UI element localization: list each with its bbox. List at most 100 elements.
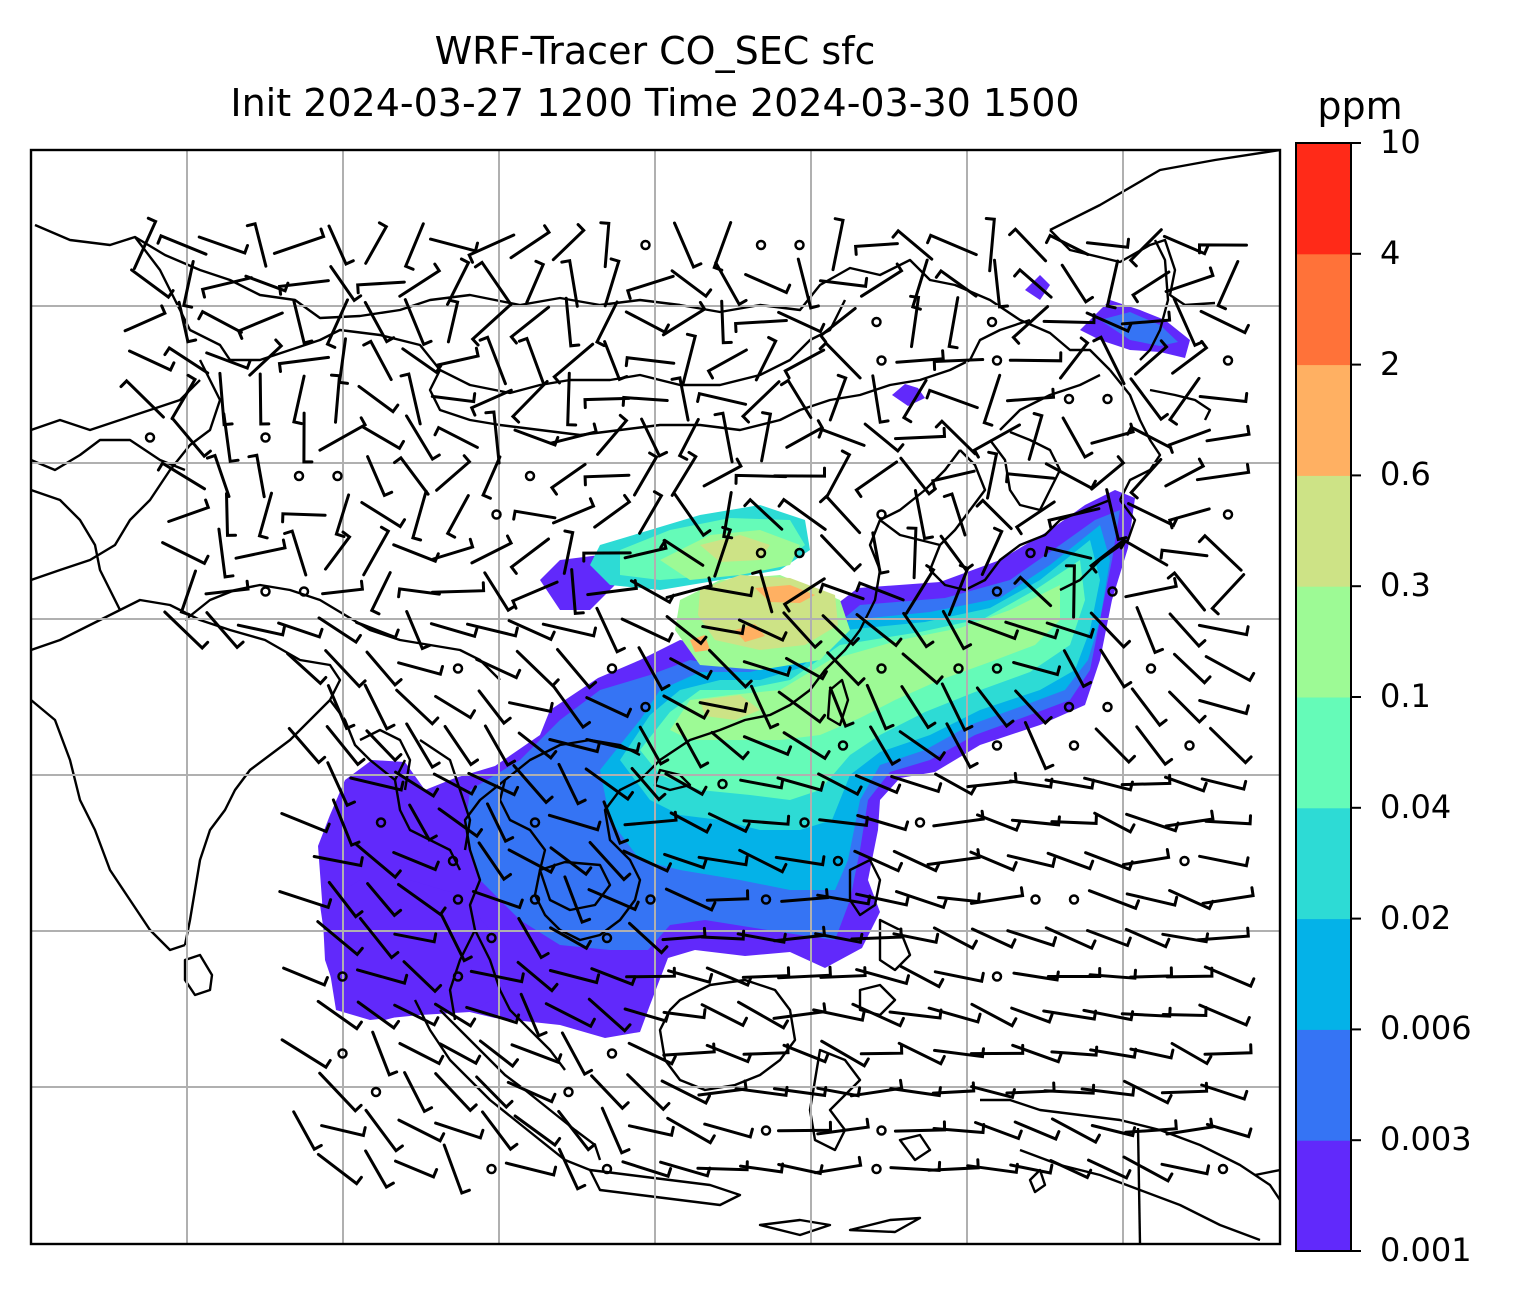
wind-barb bbox=[327, 224, 355, 266]
wind-barb bbox=[1122, 1155, 1174, 1183]
wind-barb bbox=[247, 453, 266, 499]
calm-wind-marker bbox=[832, 855, 844, 867]
wind-barb bbox=[403, 298, 433, 347]
wind-barb bbox=[1127, 502, 1179, 528]
wind-barb bbox=[782, 731, 831, 761]
wind-barb bbox=[1013, 267, 1053, 299]
wind-barb bbox=[1200, 777, 1248, 791]
wind-barb bbox=[365, 650, 403, 688]
wind-barb bbox=[1004, 620, 1060, 640]
wind-barb bbox=[1119, 538, 1169, 567]
wind-barb bbox=[980, 526, 1004, 576]
wind-barb bbox=[1061, 416, 1094, 460]
wind-barb bbox=[513, 1114, 562, 1148]
calm-wind-marker bbox=[452, 971, 464, 982]
wind-barb bbox=[355, 621, 400, 640]
wind-barb bbox=[1124, 927, 1171, 949]
wind-barb bbox=[1043, 545, 1093, 560]
wind-barb bbox=[583, 473, 631, 487]
wind-barb bbox=[888, 1008, 943, 1020]
wind-barb bbox=[782, 611, 823, 650]
wind-barb bbox=[1006, 854, 1057, 869]
wind-barb bbox=[972, 423, 1021, 459]
wind-barb bbox=[366, 455, 394, 498]
wind-barb bbox=[663, 852, 708, 870]
wind-barb bbox=[667, 969, 714, 985]
wind-barb bbox=[909, 294, 921, 349]
wind-barb bbox=[856, 814, 910, 832]
wind-barb bbox=[236, 623, 286, 637]
wind-barb bbox=[325, 725, 366, 767]
wind-barb bbox=[549, 462, 587, 496]
wind-barb bbox=[163, 610, 210, 651]
wind-barb bbox=[984, 217, 996, 273]
calm-wind-marker bbox=[1217, 1163, 1229, 1175]
wind-barb bbox=[659, 1160, 712, 1178]
wind-barb bbox=[363, 683, 396, 731]
wind-barb bbox=[408, 803, 438, 842]
wind-barb bbox=[1160, 1162, 1211, 1176]
calm-wind-marker bbox=[986, 316, 998, 328]
calm-wind-marker bbox=[991, 663, 1003, 674]
wind-barb bbox=[621, 395, 669, 407]
wind-barb bbox=[925, 388, 979, 410]
wind-barb bbox=[869, 725, 901, 767]
colorbar-frame bbox=[1295, 142, 1352, 1252]
wind-barb bbox=[785, 656, 828, 681]
wind-barb bbox=[1014, 689, 1053, 726]
wind-barb bbox=[507, 619, 556, 642]
calm-wind-marker bbox=[260, 586, 271, 597]
wind-barb bbox=[1171, 339, 1209, 375]
wind-barb bbox=[662, 694, 710, 721]
wind-barb bbox=[394, 1159, 439, 1179]
wind-barb bbox=[889, 1086, 942, 1098]
calm-wind-marker bbox=[606, 1048, 618, 1059]
wind-barb bbox=[670, 450, 698, 497]
wind-barb bbox=[278, 890, 333, 910]
wind-barbs bbox=[119, 216, 1256, 1195]
wind-barb bbox=[945, 722, 979, 770]
wind-barb bbox=[401, 347, 443, 375]
wind-barb bbox=[599, 221, 611, 269]
wind-barb bbox=[1203, 965, 1256, 989]
wind-barb bbox=[891, 228, 934, 261]
wind-barb bbox=[506, 1080, 557, 1104]
wind-barb bbox=[1161, 1006, 1208, 1018]
wind-barb bbox=[438, 1042, 482, 1066]
wind-barb bbox=[927, 1006, 982, 1024]
wind-barb bbox=[751, 569, 774, 614]
wind-barb bbox=[1086, 929, 1132, 948]
calm-wind-marker bbox=[794, 547, 805, 559]
plume-orange-1 bbox=[755, 585, 815, 603]
wind-barb bbox=[1204, 814, 1252, 826]
wind-barb bbox=[1168, 612, 1207, 649]
wind-barb bbox=[754, 336, 778, 382]
wind-barb bbox=[1198, 243, 1248, 255]
wind-barb bbox=[782, 577, 826, 613]
wind-barb bbox=[670, 269, 713, 299]
wind-barb bbox=[326, 684, 356, 731]
wind-barb bbox=[277, 279, 330, 296]
wind-barb bbox=[665, 576, 713, 599]
wind-barb bbox=[302, 411, 314, 464]
wind-barb bbox=[826, 651, 866, 687]
colorbar-tick-label: 0.1 bbox=[1380, 677, 1431, 715]
wind-barb bbox=[1010, 815, 1061, 827]
colorbar-band-3 bbox=[1296, 807, 1351, 920]
wind-barb bbox=[398, 1042, 445, 1066]
wind-barb bbox=[736, 932, 787, 944]
wind-barb bbox=[622, 849, 672, 873]
wind-barb bbox=[432, 772, 477, 796]
wind-barb bbox=[318, 1071, 363, 1113]
wind-barb bbox=[902, 611, 935, 649]
wind-barb bbox=[1198, 854, 1250, 868]
wind-barb bbox=[360, 501, 406, 529]
calm-wind-marker bbox=[293, 470, 305, 482]
wind-barb bbox=[280, 812, 331, 834]
colorbar-tick-label: 0.3 bbox=[1380, 566, 1431, 605]
wind-barb bbox=[430, 581, 486, 594]
wind-barb bbox=[620, 617, 674, 643]
wind-barb bbox=[562, 529, 575, 575]
wind-barb bbox=[743, 497, 784, 531]
wind-barb bbox=[292, 1110, 323, 1152]
